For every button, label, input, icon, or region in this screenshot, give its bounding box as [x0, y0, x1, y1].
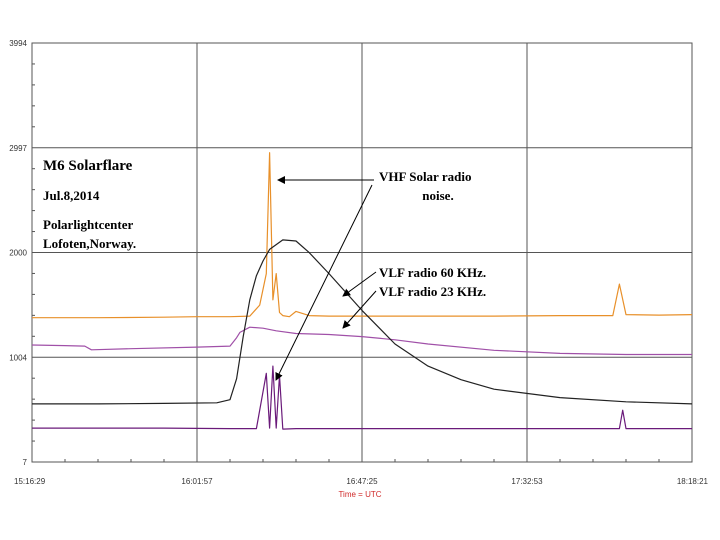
x-tick-label: 16:47:25: [346, 477, 378, 486]
arrow-vlf23: [342, 290, 377, 329]
x-tick-label: 17:32:53: [511, 477, 543, 486]
annotation-location-1: Polarlightcenter: [43, 217, 133, 232]
arrow-vhf-to-lower-spike: [275, 184, 373, 381]
x-tick-label: 18:18:21: [677, 477, 709, 486]
annotation-vlf60: VLF radio 60 KHz.: [379, 265, 486, 280]
annotations: M6 Solarflare Jul.8,2014 Polarlightcente…: [43, 158, 486, 381]
arrow-vlf60: [342, 271, 377, 297]
chart-ticks: 15:16:29 16:01:57 16:47:25 17:32:53 18:18:21…: [9, 39, 708, 486]
annotation-vhf-1: VHF Solar radio: [379, 169, 471, 184]
y-tick-label: 3994: [9, 39, 27, 48]
series-line-1: [32, 152, 693, 319]
annotation-date: Jul.8,2014: [43, 188, 100, 203]
x-axis-title: Time = UTC: [338, 490, 381, 499]
y-tick-label: 2997: [9, 144, 27, 153]
series-line-2: [31, 326, 692, 356]
x-tick-label: 15:16:29: [14, 477, 46, 486]
y-tick-label: 2000: [9, 249, 27, 258]
y-tick-label: 1004: [9, 353, 27, 362]
y-tick-label: 7: [23, 458, 28, 467]
annotation-vhf-2: noise.: [422, 188, 453, 203]
x-tick-label: 16:01:57: [181, 477, 213, 486]
annotation-location-2: Lofoten,Norway.: [43, 236, 136, 251]
chart-grid: [31, 42, 693, 463]
annotation-vlf23: VLF radio 23 KHz.: [379, 284, 486, 299]
series-line-3: [32, 239, 693, 405]
annotation-title: M6 Solarflare: [43, 158, 133, 174]
